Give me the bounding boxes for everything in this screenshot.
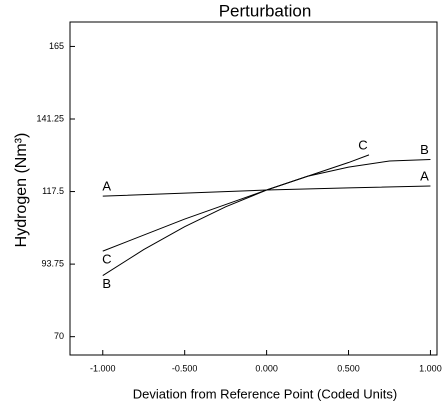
y-tick-label: 117.5 [42,186,64,196]
series-label: A [102,179,111,194]
series-label: C [102,252,111,267]
plot-frame [69,21,438,356]
x-tick-label: 0.000 [255,363,278,373]
y-tick-label: 141.25 [36,113,64,123]
x-axis-label: Deviation from Reference Point (Coded Un… [133,386,397,401]
x-tick-label: 1.000 [419,363,442,373]
series-label: C [358,137,367,152]
series-line [102,185,431,197]
y-axis-label: Hydrogen (Nm³) [13,133,30,248]
x-tick-label: 0.500 [337,363,360,373]
series-line [102,158,431,276]
series-label: B [420,142,429,157]
x-tick-label: -0.500 [172,363,198,373]
series-label: B [102,276,111,291]
y-tick-label: 165 [49,41,64,51]
series-line [102,154,370,252]
chart-title: Perturbation [219,1,312,20]
y-tick-label: 70 [54,331,64,341]
x-tick-label: -1.000 [90,363,116,373]
series-label: A [420,168,429,183]
y-tick-label: 93.75 [41,258,64,268]
